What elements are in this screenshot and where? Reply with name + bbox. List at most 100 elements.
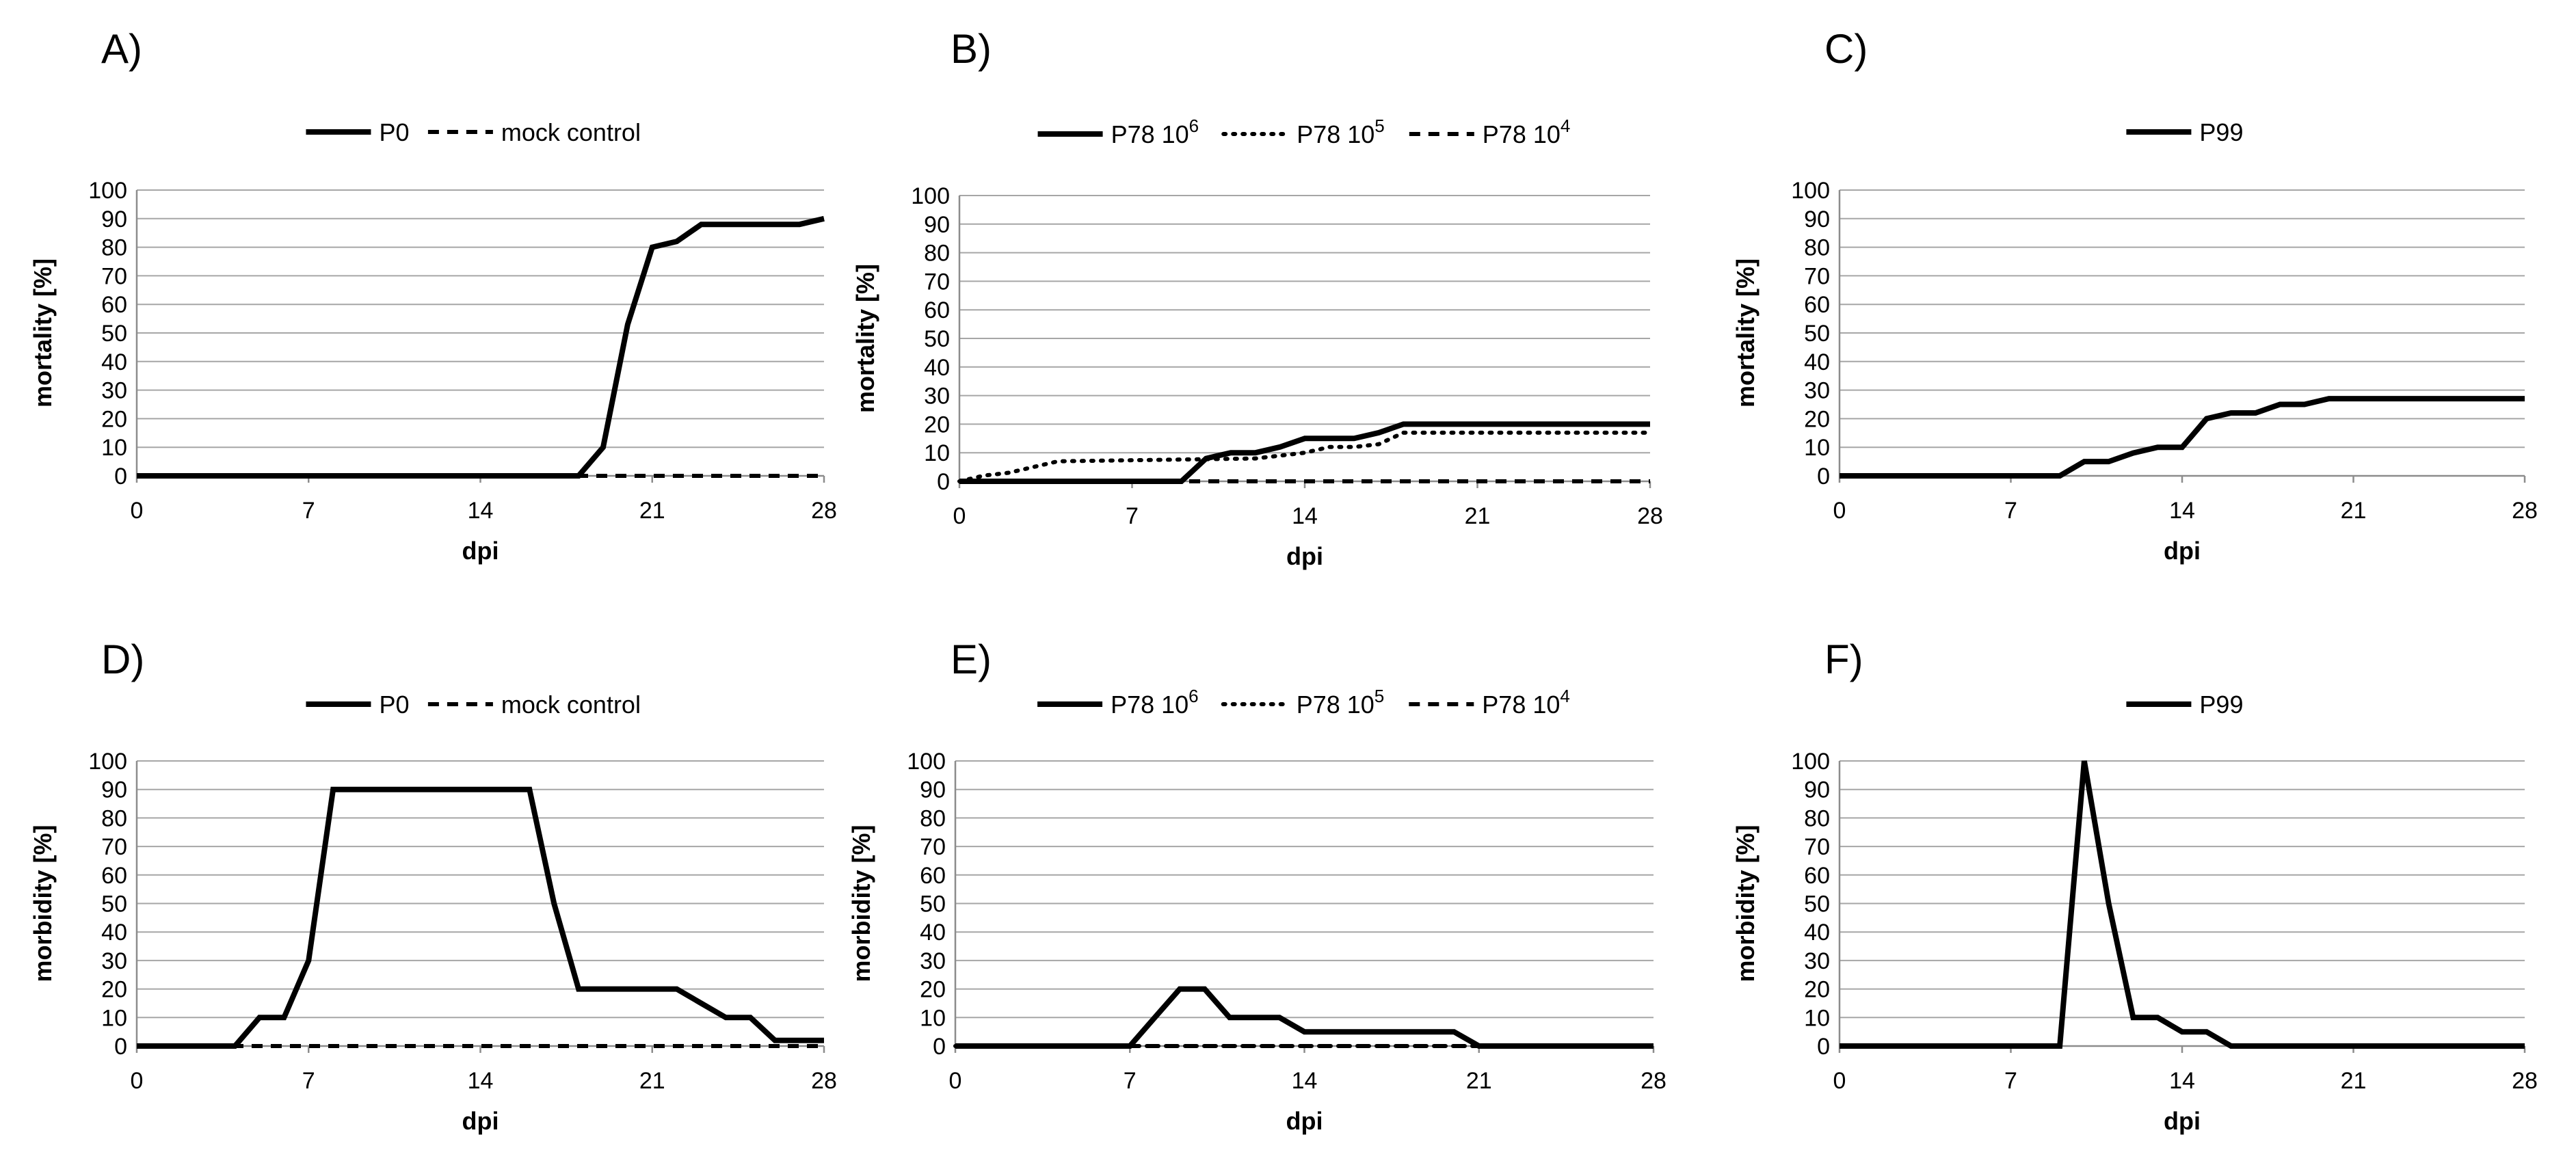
- x-axis-title: dpi: [462, 537, 499, 565]
- x-tick-label: 7: [302, 498, 315, 524]
- y-tick-label: 0: [114, 1034, 127, 1060]
- legend-label-exponent: 6: [1189, 116, 1199, 136]
- y-tick-label: 30: [1804, 948, 1830, 974]
- y-tick-label: 20: [101, 406, 127, 432]
- y-tick-label: 50: [101, 321, 127, 347]
- legend: P78 106 P78 105 P78 104: [1037, 686, 1570, 719]
- y-axis-title: morbidity [%]: [29, 825, 57, 982]
- legend-label-text: P78 10: [1483, 120, 1561, 148]
- panel-label: E): [951, 637, 992, 682]
- legend-label-text: mock control: [501, 118, 641, 146]
- y-tick-label: 10: [924, 440, 950, 466]
- y-tick-label: 80: [924, 241, 950, 267]
- y-tick-label: 0: [937, 469, 950, 495]
- legend-label-exponent: 5: [1375, 686, 1384, 706]
- legend-label: mock control: [501, 691, 641, 719]
- y-tick-label: 70: [101, 834, 127, 860]
- y-tick-label: 30: [101, 948, 127, 974]
- x-tick-label: 7: [1124, 1068, 1137, 1094]
- y-tick-label: 20: [924, 412, 950, 438]
- y-tick-label: 40: [920, 920, 946, 946]
- y-tick-label: 50: [920, 892, 946, 918]
- x-tick-label: 14: [468, 498, 494, 524]
- y-tick-label: 100: [88, 749, 127, 775]
- x-tick-label: 0: [131, 1068, 144, 1094]
- x-tick-label: 28: [811, 1068, 837, 1094]
- x-tick-label: 21: [2341, 498, 2367, 524]
- legend-label: P78 106: [1111, 116, 1199, 148]
- y-tick-label: 60: [1804, 863, 1830, 889]
- series-line-p0: [137, 786, 824, 1049]
- y-tick-label: 100: [88, 178, 127, 204]
- y-axis-title: mortality [%]: [1731, 258, 1760, 407]
- legend-label-text: P78 10: [1111, 691, 1189, 719]
- y-tick-label: 40: [1804, 349, 1830, 375]
- y-tick-label: 60: [101, 863, 127, 889]
- legend-label-text: P78 10: [1297, 691, 1375, 719]
- y-tick-label: 80: [920, 805, 946, 831]
- legend-item: P78 106: [1037, 686, 1199, 719]
- y-tick-label: 50: [924, 326, 950, 352]
- x-tick-label: 0: [953, 503, 966, 529]
- y-tick-label: 10: [101, 1005, 127, 1031]
- y-tick-label: 70: [924, 269, 950, 295]
- y-tick-label: 20: [920, 977, 946, 1003]
- legend-item: P0: [306, 118, 410, 146]
- x-tick-label: 21: [1466, 1068, 1492, 1094]
- legend-label-text: P99: [2199, 118, 2243, 146]
- legend-label: P99: [2199, 691, 2243, 719]
- y-tick-label: 90: [101, 777, 127, 803]
- x-tick-label: 28: [1637, 503, 1663, 529]
- y-tick-label: 70: [1804, 834, 1830, 860]
- x-tick-label: 21: [2341, 1068, 2367, 1094]
- x-tick-label: 0: [949, 1068, 962, 1094]
- legend-item: P99: [2126, 691, 2243, 719]
- x-tick-label: 14: [1292, 503, 1318, 529]
- panel-label: D): [101, 637, 144, 682]
- y-tick-label: 20: [1804, 406, 1830, 432]
- legend-label-exponent: 6: [1189, 686, 1198, 706]
- y-tick-label: 30: [1804, 378, 1830, 404]
- x-tick-label: 7: [1126, 503, 1139, 529]
- legend-label-text: mock control: [501, 691, 641, 719]
- y-tick-label: 90: [101, 206, 127, 232]
- series-line-p78-10-6: [959, 421, 1650, 484]
- x-tick-label: 7: [302, 1068, 315, 1094]
- legend-label-text: P0: [379, 118, 409, 146]
- y-tick-label: 50: [1804, 892, 1830, 918]
- y-tick-label: 100: [1791, 178, 1830, 204]
- x-tick-label: 7: [2004, 498, 2017, 524]
- y-tick-label: 90: [1804, 777, 1830, 803]
- y-tick-label: 40: [1804, 920, 1830, 946]
- legend-label: mock control: [501, 118, 641, 146]
- y-tick-label: 80: [1804, 235, 1830, 261]
- y-tick-label: 10: [101, 435, 127, 461]
- x-tick-label: 14: [468, 1068, 494, 1094]
- legend-label-text: P78 10: [1297, 120, 1375, 148]
- legend: P0 mock control: [306, 118, 641, 146]
- series-line-p78-10-5: [957, 430, 1652, 483]
- legend-label-exponent: 4: [1561, 116, 1570, 136]
- y-tick-label: 20: [101, 977, 127, 1003]
- y-tick-label: 30: [924, 384, 950, 410]
- y-axis-title: mortality [%]: [29, 258, 57, 407]
- y-tick-label: 70: [920, 834, 946, 860]
- y-tick-label: 100: [907, 749, 946, 775]
- legend-label: P0: [379, 691, 409, 719]
- y-tick-label: 80: [1804, 805, 1830, 831]
- x-tick-label: 14: [1292, 1068, 1318, 1094]
- x-axis-title: dpi: [2164, 537, 2201, 565]
- y-tick-label: 90: [920, 777, 946, 803]
- y-axis-title: mortality [%]: [851, 264, 879, 413]
- x-axis-title: dpi: [462, 1107, 499, 1135]
- x-axis-title: dpi: [1286, 542, 1323, 570]
- x-axis-title: dpi: [1286, 1107, 1323, 1135]
- legend-item: P99: [2126, 118, 2243, 146]
- legend-item: P0: [306, 691, 410, 719]
